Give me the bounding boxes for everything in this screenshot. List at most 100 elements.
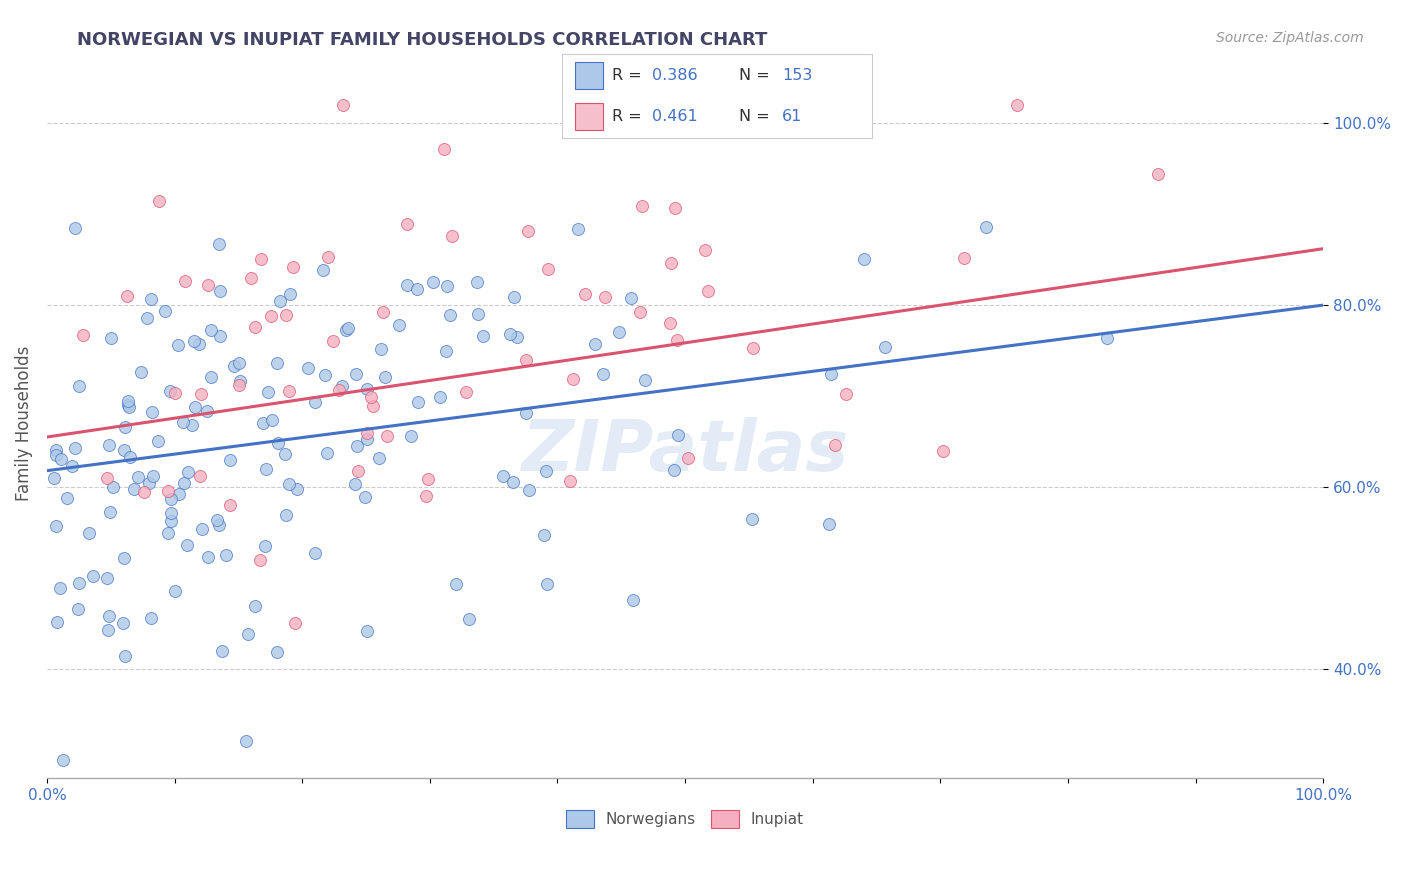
Point	[274, 508, 297, 523]
Point	[328, 383, 350, 397]
Point	[697, 285, 720, 299]
Point	[208, 237, 231, 252]
Point	[267, 436, 290, 450]
Point	[100, 331, 122, 345]
Point	[176, 538, 198, 552]
Point	[371, 305, 394, 319]
Point	[197, 549, 219, 564]
Point	[853, 252, 876, 266]
Point	[285, 482, 308, 496]
Point	[281, 260, 304, 275]
Point	[515, 406, 537, 420]
Point	[132, 484, 155, 499]
Point	[235, 734, 257, 748]
Point	[188, 336, 211, 351]
Point	[208, 518, 231, 533]
Point	[131, 365, 153, 379]
Point	[51, 452, 73, 467]
Point	[536, 576, 558, 591]
Point	[316, 446, 339, 460]
Point	[536, 464, 558, 478]
Point	[228, 356, 250, 370]
Point	[1097, 331, 1119, 345]
Point	[658, 317, 681, 331]
Text: R =: R =	[612, 68, 647, 83]
Point	[52, 753, 75, 767]
Point	[370, 342, 392, 356]
Point	[344, 367, 367, 381]
Point	[406, 282, 429, 296]
Point	[297, 361, 319, 376]
Point	[628, 305, 651, 319]
Point	[67, 576, 90, 591]
Point	[209, 284, 232, 298]
Point	[346, 439, 368, 453]
Point	[304, 546, 326, 560]
Point	[236, 627, 259, 641]
Point	[741, 512, 763, 526]
Point	[595, 290, 617, 304]
Point	[167, 487, 190, 501]
Point	[363, 399, 385, 413]
Point	[537, 262, 560, 277]
Point	[312, 262, 335, 277]
Point	[502, 290, 524, 304]
Point	[253, 539, 276, 553]
Point	[422, 275, 444, 289]
Point	[200, 369, 222, 384]
Point	[269, 294, 291, 309]
Point	[440, 229, 463, 244]
Point	[138, 475, 160, 490]
Point	[633, 373, 655, 387]
Text: 153: 153	[782, 68, 813, 83]
Point	[262, 413, 284, 427]
Point	[356, 624, 378, 639]
Point	[1005, 98, 1028, 112]
FancyBboxPatch shape	[575, 62, 603, 89]
Point	[45, 443, 67, 458]
Point	[219, 498, 242, 512]
Point	[159, 384, 181, 399]
Point	[360, 390, 382, 404]
Point	[215, 549, 238, 563]
Point	[114, 550, 136, 565]
Point	[159, 491, 181, 506]
Point	[659, 256, 682, 270]
Point	[97, 624, 120, 638]
Point	[666, 333, 689, 347]
Point	[574, 287, 596, 301]
Text: N =: N =	[738, 109, 775, 124]
Text: 0.386: 0.386	[652, 68, 697, 83]
Point	[375, 429, 398, 443]
Point	[374, 369, 396, 384]
Point	[446, 577, 468, 591]
Point	[114, 649, 136, 664]
Point	[153, 304, 176, 318]
Point	[249, 252, 271, 266]
Point	[146, 434, 169, 449]
Point	[141, 611, 163, 625]
Point	[322, 334, 344, 348]
Point	[465, 275, 488, 289]
Point	[388, 318, 411, 332]
Point	[42, 471, 65, 485]
Point	[418, 472, 440, 486]
Point	[67, 379, 90, 393]
Point	[278, 287, 301, 301]
Point	[266, 645, 288, 659]
Point	[356, 432, 378, 446]
Point	[141, 405, 163, 419]
Point	[367, 450, 389, 465]
Point	[436, 278, 458, 293]
Point	[172, 415, 194, 429]
Point	[142, 469, 165, 483]
Point	[98, 506, 121, 520]
Point	[471, 329, 494, 343]
Point	[399, 428, 422, 442]
Point	[48, 581, 70, 595]
Point	[117, 393, 139, 408]
Point	[174, 274, 197, 288]
Point	[114, 419, 136, 434]
Point	[818, 516, 841, 531]
Point	[111, 615, 134, 630]
